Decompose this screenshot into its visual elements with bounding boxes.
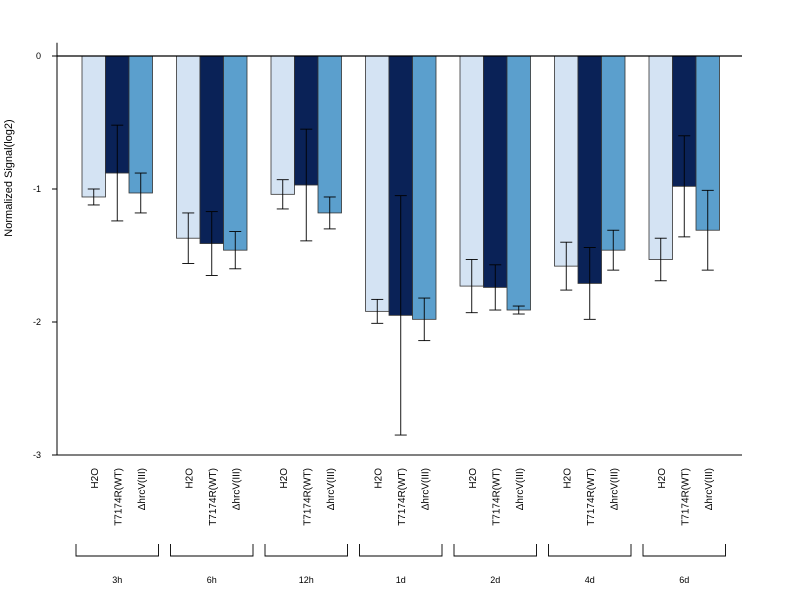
bar	[223, 55, 248, 251]
x-category-label: T7174R(WT)	[491, 468, 502, 526]
group-label: 6h	[207, 575, 217, 585]
x-category-label: T7174R(WT)	[586, 468, 597, 526]
group-bracket	[548, 544, 632, 557]
x-category-label: H2O	[468, 468, 479, 489]
x-category-label: H2O	[90, 468, 101, 489]
bar	[81, 55, 106, 198]
x-category-label: ΔhrcV(III)	[420, 468, 431, 510]
group-label: 12h	[299, 575, 314, 585]
x-category-label: ΔhrcV(III)	[326, 468, 337, 510]
bar	[176, 55, 201, 239]
x-category-label: H2O	[373, 468, 384, 489]
x-category-label: H2O	[562, 468, 573, 489]
x-category-label: ΔhrcV(III)	[231, 468, 242, 510]
bar	[128, 55, 153, 194]
group-label: 4d	[585, 575, 595, 585]
group-label: 6d	[679, 575, 689, 585]
x-category-label: H2O	[657, 468, 668, 489]
group-bracket	[170, 544, 254, 557]
y-tick-label: -1	[33, 184, 41, 194]
bar	[506, 55, 531, 311]
plot-area: 0 -1 -2 -3 H2O T7174R(WT) ΔhrcV(III) 3h H2O T7174…	[33, 42, 742, 585]
x-category-label: H2O	[184, 468, 195, 489]
bar	[412, 55, 437, 320]
bar	[648, 55, 673, 260]
x-category-label: T7174R(WT)	[113, 468, 124, 526]
y-tick-label: -3	[33, 450, 41, 460]
group-bracket	[642, 544, 726, 557]
bar	[365, 55, 390, 312]
group-label: 2d	[490, 575, 500, 585]
group-label: 1d	[396, 575, 406, 585]
group-bracket	[75, 544, 159, 557]
x-category-label: T7174R(WT)	[208, 468, 219, 526]
x-category-label: T7174R(WT)	[397, 468, 408, 526]
bar	[601, 55, 626, 251]
bar	[554, 55, 579, 267]
x-category-label: ΔhrcV(III)	[137, 468, 148, 510]
x-category-label: ΔhrcV(III)	[609, 468, 620, 510]
x-category-label: T7174R(WT)	[302, 468, 313, 526]
y-tick-label: -2	[33, 317, 41, 327]
group-bracket	[264, 544, 348, 557]
group-label: 3h	[112, 575, 122, 585]
y-axis-title: Normalized Signal(log2)	[3, 119, 15, 236]
x-category-label: ΔhrcV(III)	[704, 468, 715, 510]
group-bracket	[453, 544, 537, 557]
x-category-label: ΔhrcV(III)	[515, 468, 526, 510]
bar	[459, 55, 484, 287]
bar	[270, 55, 295, 195]
bar	[483, 55, 508, 288]
group-bracket	[359, 544, 443, 557]
x-category-label: H2O	[279, 468, 290, 489]
x-category-label: T7174R(WT)	[680, 468, 691, 526]
y-tick-label: 0	[36, 51, 41, 61]
bar	[317, 55, 342, 214]
